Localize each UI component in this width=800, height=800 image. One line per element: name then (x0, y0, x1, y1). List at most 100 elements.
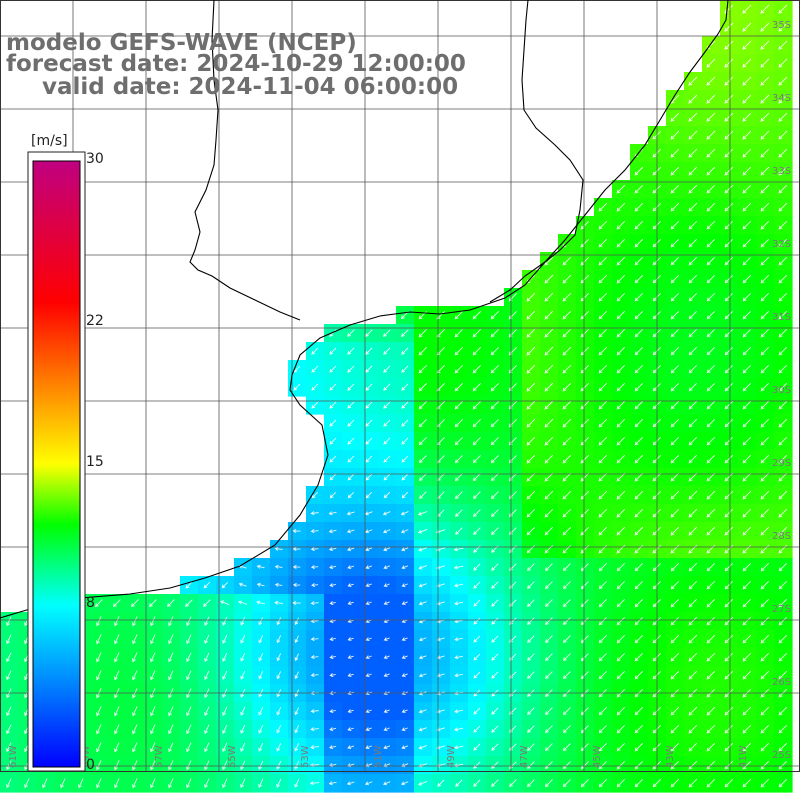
wind-arrow (760, 706, 770, 716)
wind-arrow (329, 329, 337, 337)
wind-arrow (473, 779, 481, 787)
wind-arrow (778, 220, 788, 230)
wind-arrow (760, 166, 770, 176)
wind-arrow (724, 130, 734, 140)
wind-arrow (418, 781, 428, 786)
wind-arrow (760, 130, 770, 140)
longitude-label: 45W (592, 745, 603, 768)
wind-arrow (527, 707, 535, 715)
wind-arrow (760, 22, 770, 32)
wind-arrow (150, 724, 156, 735)
wind-arrow (616, 490, 626, 500)
wind-arrow (60, 778, 66, 789)
latitude-label: 29S (772, 458, 791, 469)
wind-arrow (670, 112, 680, 122)
wind-arrow (112, 599, 121, 608)
wind-arrow (760, 562, 770, 572)
wind-arrow (724, 256, 734, 266)
wind-arrow (778, 346, 788, 356)
coastline-path (489, 0, 584, 303)
wind-arrow (436, 601, 445, 606)
wind-arrow (760, 526, 770, 536)
wind-arrow (760, 76, 770, 86)
wind-arrow (240, 778, 246, 789)
wind-arrow (598, 544, 608, 554)
wind-arrow (634, 364, 644, 374)
wind-arrow (742, 634, 752, 644)
wind-arrow (724, 238, 734, 248)
wind-arrow (418, 437, 427, 446)
wind-arrow (598, 328, 608, 338)
wind-arrow (598, 779, 607, 788)
wind-arrow (706, 778, 716, 788)
wind-arrow (258, 778, 264, 788)
wind-arrow (490, 491, 499, 500)
wind-arrow (347, 637, 354, 642)
wind-arrow (580, 508, 590, 518)
wind-arrow (240, 670, 246, 680)
wind-arrow (491, 653, 499, 661)
wind-arrow (383, 365, 391, 373)
wind-arrow (347, 365, 355, 373)
wind-arrow (742, 310, 752, 320)
wind-arrow (616, 598, 625, 608)
wind-arrow (168, 652, 174, 663)
wind-arrow (365, 745, 373, 750)
model-title: modelo GEFS-WAVE (NCEP) (6, 30, 357, 56)
wind-arrow (760, 670, 770, 680)
wind-arrow (365, 655, 372, 660)
wind-arrow (436, 583, 445, 588)
wind-arrow (168, 742, 174, 753)
wind-arrow (670, 508, 680, 518)
wind-arrow (401, 455, 409, 463)
wind-arrow (545, 653, 553, 662)
wind-arrow (400, 511, 409, 516)
longitude-label: 43W (665, 745, 676, 768)
wind-arrow (688, 742, 698, 752)
wind-arrow (760, 184, 770, 194)
wind-arrow (472, 418, 481, 428)
wind-arrow (437, 779, 445, 787)
wind-arrow (778, 4, 788, 14)
wind-arrow (472, 400, 481, 410)
wind-arrow (724, 346, 733, 356)
wind-arrow (598, 364, 608, 374)
wind-arrow (294, 760, 300, 770)
wind-arrow (276, 760, 282, 770)
wind-arrow (491, 563, 499, 571)
wind-arrow (778, 526, 788, 536)
wind-arrow (365, 383, 373, 391)
wind-arrow (186, 616, 192, 627)
wind-arrow (742, 166, 752, 176)
wind-arrow (365, 547, 373, 552)
wind-arrow (724, 580, 734, 590)
wind-arrow (401, 473, 409, 481)
wind-arrow (454, 400, 463, 410)
wind-arrow (186, 634, 192, 645)
wind-arrow (670, 382, 679, 392)
wind-arrow (598, 599, 607, 608)
wind-arrow (365, 673, 372, 678)
wind-arrow (598, 526, 608, 536)
wind-arrow (688, 184, 698, 194)
wind-arrow (670, 472, 680, 482)
wind-arrow (490, 382, 499, 392)
coastline (0, 0, 729, 619)
wind-arrow (544, 310, 554, 320)
wind-arrow (364, 529, 373, 534)
wind-arrow (544, 761, 553, 770)
wind-arrow (580, 220, 590, 230)
wind-arrow (472, 491, 481, 500)
wind-arrow (544, 490, 554, 500)
wind-arrow (6, 778, 12, 789)
wind-arrow (688, 400, 697, 410)
wind-arrow (616, 238, 626, 248)
wind-arrow (742, 4, 752, 14)
wind-arrow (276, 707, 282, 716)
wind-arrow (473, 617, 481, 625)
wind-arrow (490, 473, 499, 482)
wind-arrow (562, 581, 571, 590)
wind-arrow (329, 401, 337, 409)
wind-arrow (562, 310, 572, 320)
wind-arrow (688, 670, 698, 680)
